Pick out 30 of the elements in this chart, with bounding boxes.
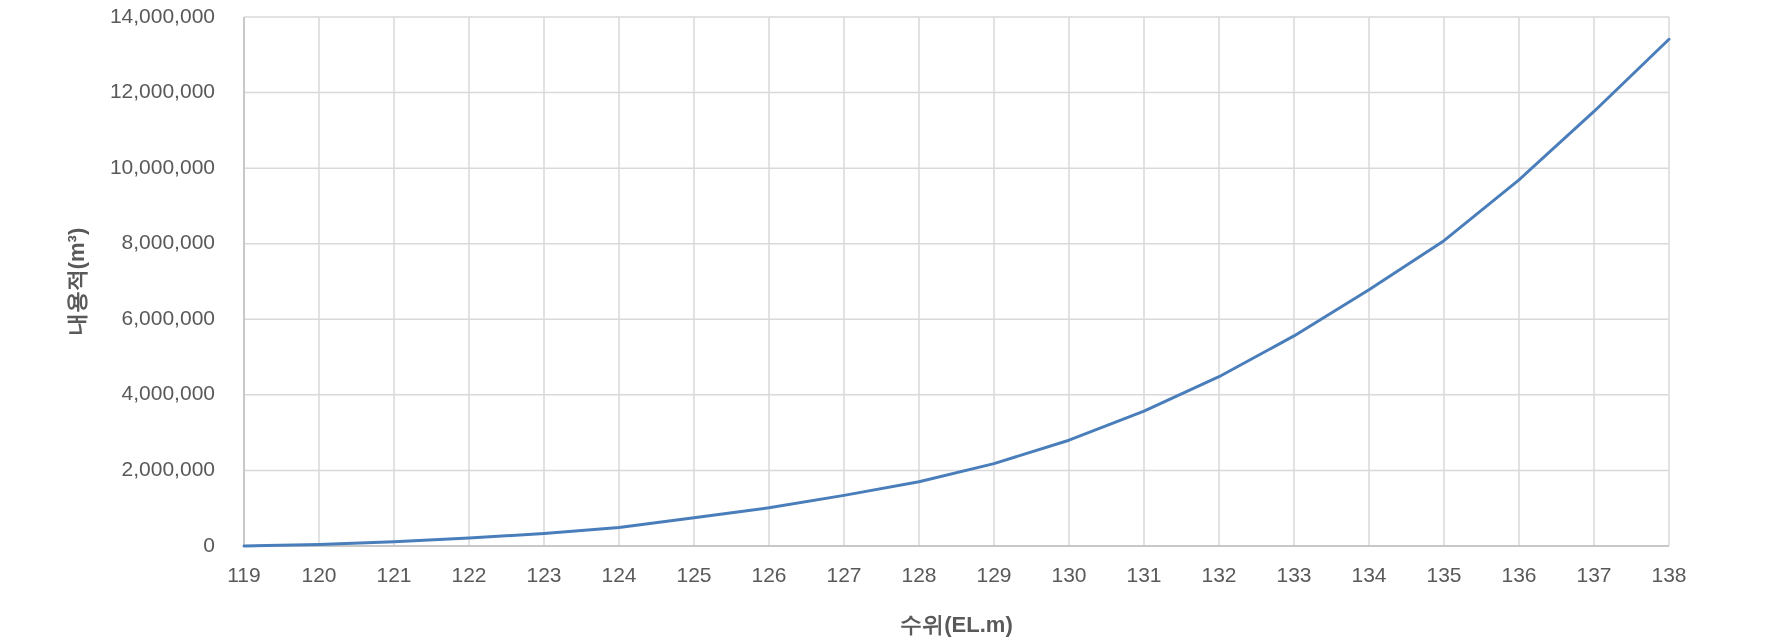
y-tick-label: 4,000,000 xyxy=(121,381,215,405)
x-tick-label: 135 xyxy=(1426,562,1462,586)
x-tick-label: 132 xyxy=(1201,562,1237,586)
x-tick-label: 121 xyxy=(376,562,412,586)
y-tick-label: 10,000,000 xyxy=(109,154,215,178)
x-tick-label: 128 xyxy=(901,562,937,586)
x-tick-label: 124 xyxy=(601,562,637,586)
x-tick-label: 127 xyxy=(826,562,862,586)
y-tick-label: 12,000,000 xyxy=(109,79,215,103)
x-tick-label: 131 xyxy=(1126,562,1162,586)
y-axis-title: 내용적(m³) xyxy=(63,227,89,336)
x-axis-title: 수위(EL.m) xyxy=(900,611,1013,637)
x-tick-label: 130 xyxy=(1051,562,1087,586)
x-tick-label: 125 xyxy=(676,562,712,586)
x-tick-label: 137 xyxy=(1576,562,1612,586)
x-tick-label: 119 xyxy=(227,562,261,586)
y-tick-label: 2,000,000 xyxy=(121,456,215,480)
x-tick-label: 134 xyxy=(1351,562,1387,586)
x-tick-label: 120 xyxy=(301,562,337,586)
x-tick-label: 136 xyxy=(1501,562,1537,586)
x-tick-label: 123 xyxy=(526,562,562,586)
x-tick-label: 138 xyxy=(1651,562,1687,586)
y-tick-label: 8,000,000 xyxy=(121,230,215,254)
y-tick-label: 6,000,000 xyxy=(121,305,215,329)
x-tick-label: 122 xyxy=(451,562,487,586)
y-tick-label: 14,000,000 xyxy=(109,3,215,27)
x-tick-label: 133 xyxy=(1276,562,1312,586)
y-tick-label: 0 xyxy=(203,532,215,556)
x-tick-label: 129 xyxy=(976,562,1012,586)
x-tick-label: 126 xyxy=(751,562,787,586)
